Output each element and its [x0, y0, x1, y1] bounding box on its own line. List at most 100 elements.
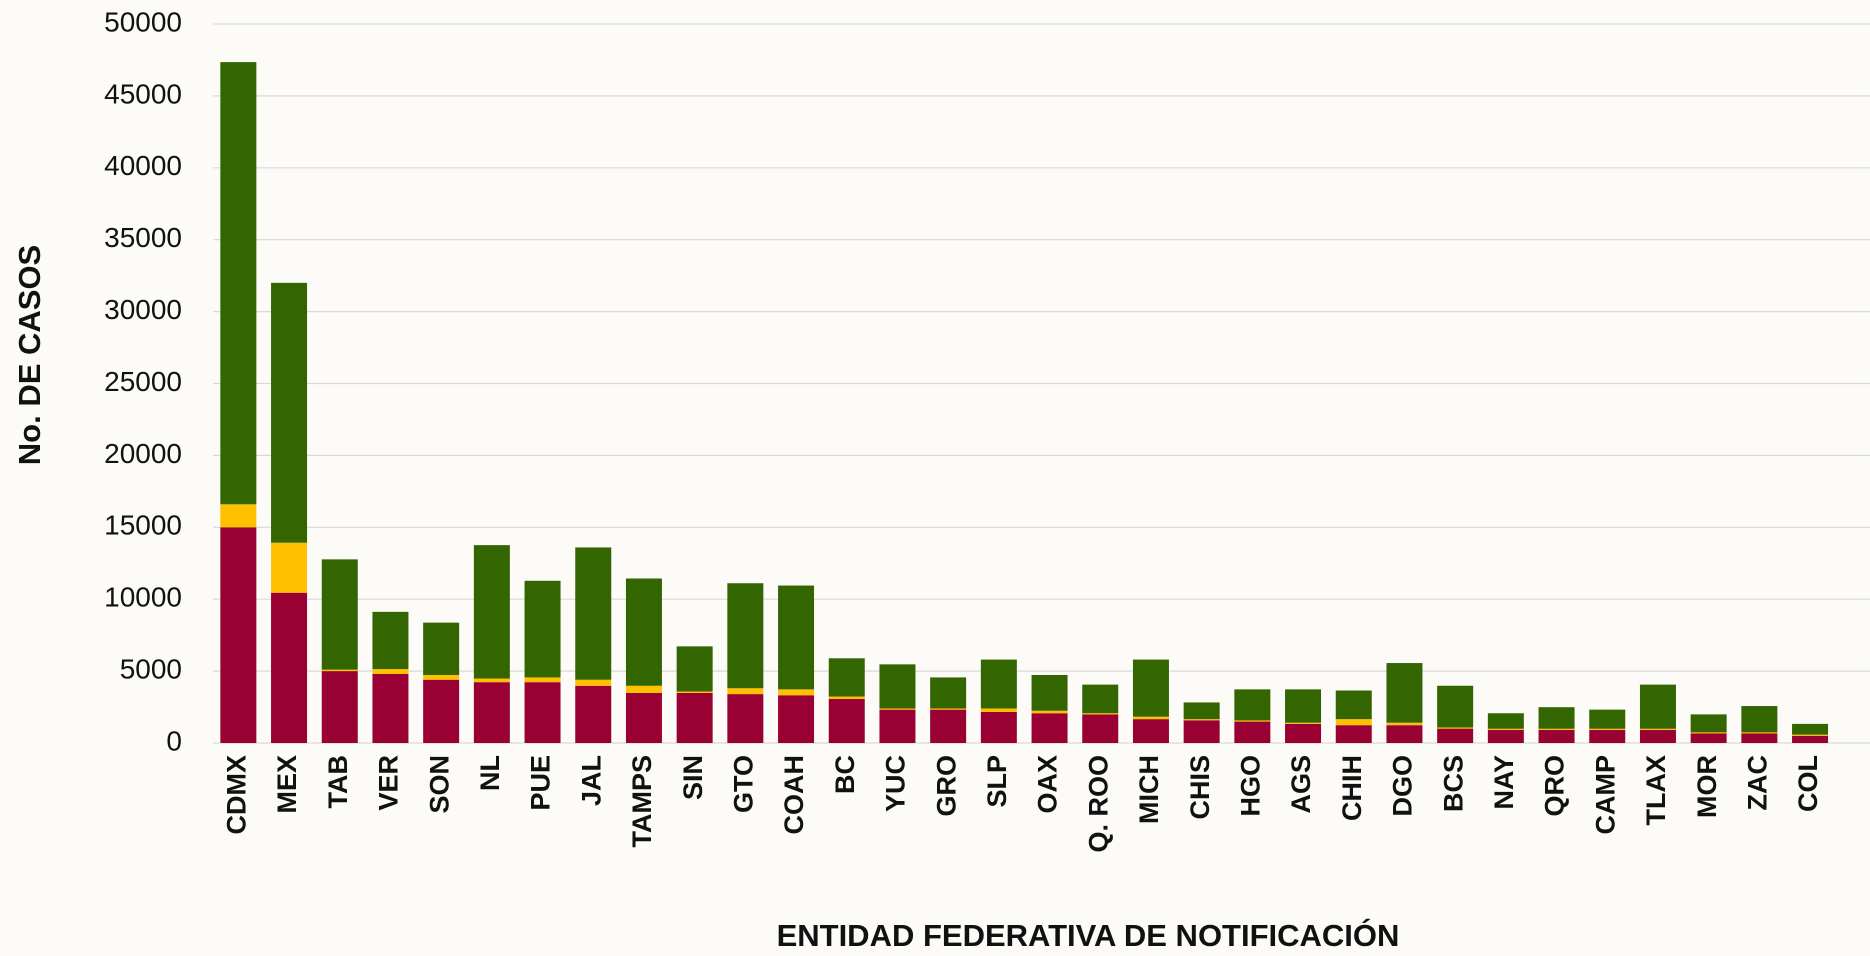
bar-segment	[1437, 727, 1474, 729]
bar-segment	[473, 545, 510, 679]
x-tick-label: TLAX	[1641, 755, 1671, 826]
bar-segment	[676, 691, 713, 693]
bar-segment	[1589, 729, 1626, 743]
bar-segment	[828, 698, 865, 743]
bar-segment	[930, 677, 967, 709]
x-tick-label: PUE	[526, 755, 556, 811]
bar-segment	[1639, 728, 1676, 730]
bar-segment	[575, 547, 612, 680]
bar-segment	[727, 688, 764, 695]
x-tick-label: VER	[374, 755, 404, 811]
bar-segment	[1386, 722, 1423, 726]
bar-segment	[1538, 729, 1575, 743]
x-tick-label: JAL	[576, 755, 606, 806]
x-tick-label: TAMPS	[627, 755, 657, 848]
bar-segment	[372, 673, 409, 743]
bar-segment	[879, 709, 916, 743]
bar-segment	[1386, 725, 1423, 743]
bar-segment	[473, 682, 510, 743]
x-tick-label: SIN	[678, 755, 708, 800]
x-tick-label: COL	[1793, 755, 1823, 812]
x-tick-label: NL	[475, 755, 505, 791]
bar-segment	[1183, 719, 1220, 721]
y-tick-label: 20000	[104, 438, 182, 469]
y-tick-label: 40000	[104, 150, 182, 181]
bar-segment	[1437, 685, 1474, 728]
bar-segment	[220, 62, 257, 505]
bar-segment	[1639, 684, 1676, 729]
bar-segment	[828, 696, 865, 699]
bar-segment	[220, 527, 257, 743]
bar-segment	[321, 559, 358, 670]
bar-segment	[1487, 713, 1524, 729]
bar-segment	[423, 679, 460, 743]
bar-segment	[625, 692, 662, 743]
bar-segment	[423, 674, 460, 680]
y-tick-label: 50000	[104, 6, 182, 37]
y-tick-label: 30000	[104, 294, 182, 325]
bar-segment	[1183, 720, 1220, 743]
bar-segment	[271, 282, 308, 543]
y-tick-label: 35000	[104, 222, 182, 253]
bar-segment	[1234, 720, 1271, 722]
bar-segment	[1792, 723, 1829, 735]
bar-segment	[727, 694, 764, 743]
x-tick-label: Q. ROO	[1083, 755, 1113, 853]
bar-segment	[1690, 732, 1727, 734]
bar-segment	[778, 689, 815, 696]
bar-segment	[828, 658, 865, 697]
x-tick-label: NAY	[1489, 755, 1519, 810]
x-tick-label: OAX	[1033, 755, 1063, 814]
bar-segment	[1792, 734, 1829, 736]
bar-segment	[372, 611, 409, 670]
bar-segment	[930, 708, 967, 710]
bar-segment	[1132, 659, 1169, 717]
bar-segment	[625, 578, 662, 686]
bar-segment	[1386, 663, 1423, 723]
bar-segment	[1741, 733, 1778, 743]
x-tick-label: GRO	[931, 755, 961, 817]
bar-segment	[1538, 728, 1575, 730]
bar-segment	[676, 646, 713, 692]
y-tick-label: 0	[166, 725, 182, 756]
x-tick-label: SLP	[982, 755, 1012, 808]
x-tick-label: YUC	[881, 755, 911, 812]
bar-segment	[1234, 689, 1271, 721]
x-tick-label: CDMX	[221, 755, 251, 835]
bar-segment	[1082, 713, 1119, 715]
bar-segment	[271, 542, 308, 593]
bar-segment	[1285, 723, 1322, 743]
bar-segment	[778, 695, 815, 743]
bar-segment	[372, 669, 409, 674]
bar-segment	[1792, 735, 1829, 743]
bar-segment	[271, 592, 308, 743]
bar-segment	[1082, 714, 1119, 743]
bar-segment	[1285, 689, 1322, 723]
bar-segment	[1183, 702, 1220, 720]
x-tick-label: TAB	[323, 755, 353, 809]
bar-segment	[1335, 690, 1372, 720]
bar-segment	[1335, 719, 1372, 726]
y-axis-title: No. DE CASOS	[12, 245, 47, 465]
bar-segment	[524, 580, 561, 678]
bar-segment	[1538, 707, 1575, 729]
y-tick-label: 10000	[104, 582, 182, 613]
bar-segment	[524, 677, 561, 683]
bar-segment	[423, 622, 460, 675]
bar-segment	[1741, 706, 1778, 733]
bar-segment	[220, 504, 257, 528]
bar-segment	[473, 678, 510, 683]
bar-segment	[1031, 713, 1068, 743]
x-tick-label: GTO	[728, 755, 758, 813]
bar-segment	[1589, 709, 1626, 729]
bar-segment	[1285, 722, 1322, 724]
bar-segment	[1031, 710, 1068, 714]
bar-segment	[980, 708, 1017, 712]
bar-segment	[1741, 732, 1778, 734]
bar-segment	[321, 669, 358, 672]
bar-segment	[1437, 728, 1474, 743]
y-tick-label: 45000	[104, 78, 182, 109]
x-tick-label: HGO	[1235, 755, 1265, 817]
